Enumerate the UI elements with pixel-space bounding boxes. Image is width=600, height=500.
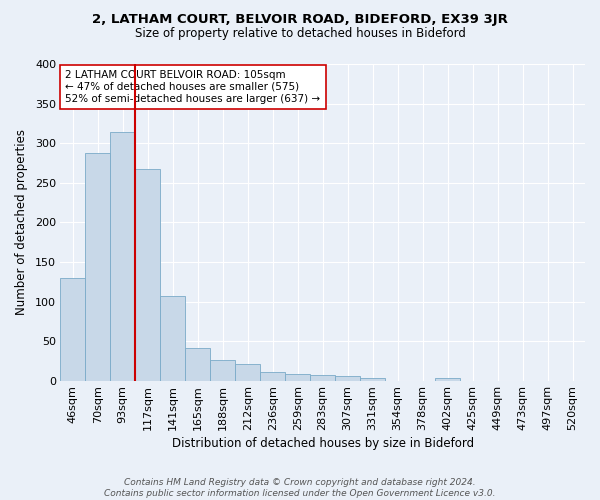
Text: Size of property relative to detached houses in Bideford: Size of property relative to detached ho… (134, 28, 466, 40)
Bar (110, 132, 135, 381)
Bar (260, 372, 285, 381)
Y-axis label: Number of detached properties: Number of detached properties (15, 130, 28, 316)
Bar (210, 360, 235, 381)
Text: 2, LATHAM COURT, BELVOIR ROAD, BIDEFORD, EX39 3JR: 2, LATHAM COURT, BELVOIR ROAD, BIDEFORD,… (92, 12, 508, 26)
Bar (360, 378, 385, 381)
Bar (335, 376, 360, 381)
Text: Contains HM Land Registry data © Crown copyright and database right 2024.
Contai: Contains HM Land Registry data © Crown c… (104, 478, 496, 498)
Bar (285, 374, 310, 381)
X-axis label: Distribution of detached houses by size in Bideford: Distribution of detached houses by size … (172, 437, 473, 450)
Bar (160, 296, 185, 381)
Bar (85, 152, 110, 381)
Bar (435, 378, 460, 381)
Bar (135, 168, 160, 381)
Bar (60, 278, 85, 381)
Bar (185, 348, 210, 381)
Bar (310, 375, 335, 381)
Text: 2 LATHAM COURT BELVOIR ROAD: 105sqm
← 47% of detached houses are smaller (575)
5: 2 LATHAM COURT BELVOIR ROAD: 105sqm ← 47… (65, 70, 320, 104)
Bar (235, 364, 260, 381)
